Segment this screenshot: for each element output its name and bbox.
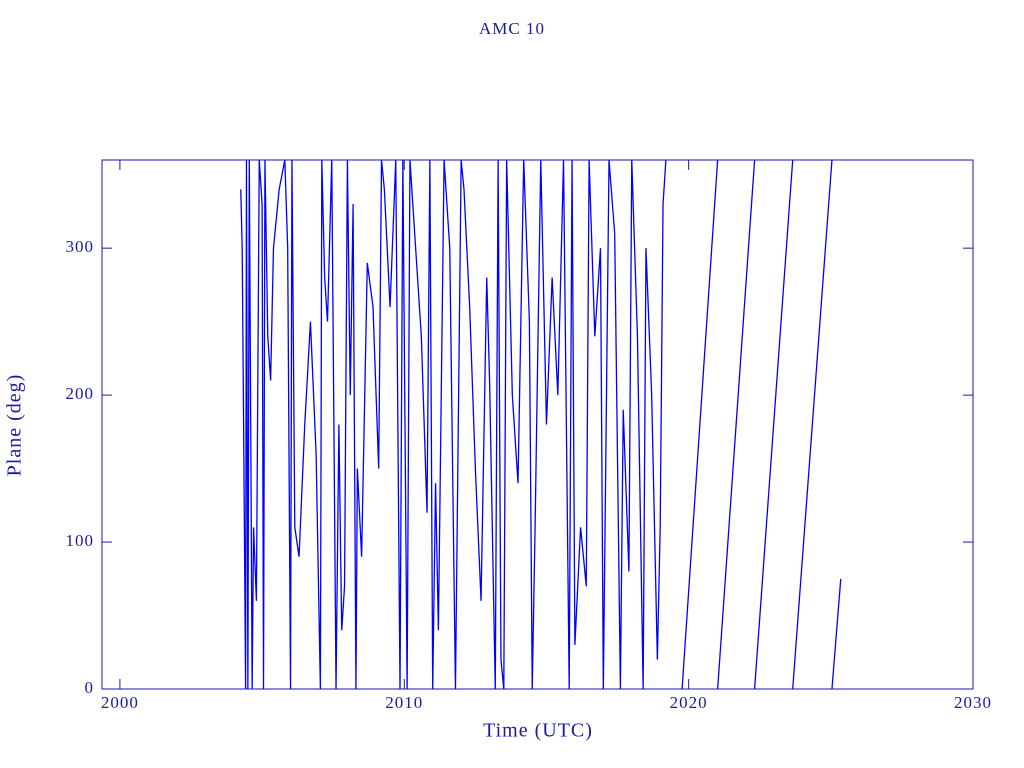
x-tick-label: 2000	[101, 693, 139, 712]
x-tick-label: 2030	[954, 693, 992, 712]
y-axis-label: Plane (deg)	[4, 374, 26, 477]
plot-frame	[101, 159, 974, 690]
y-tick-label: 0	[85, 678, 95, 697]
y-tick-label: 300	[66, 237, 95, 256]
y-tick-label: 200	[66, 384, 95, 403]
x-axis-label: Time (UTC)	[483, 720, 593, 742]
y-tick-label: 100	[66, 531, 95, 550]
x-tick-label: 2010	[385, 693, 423, 712]
chart-title: AMC 10	[479, 19, 545, 38]
x-tick-label: 2020	[670, 693, 708, 712]
data-line	[240, 159, 842, 690]
